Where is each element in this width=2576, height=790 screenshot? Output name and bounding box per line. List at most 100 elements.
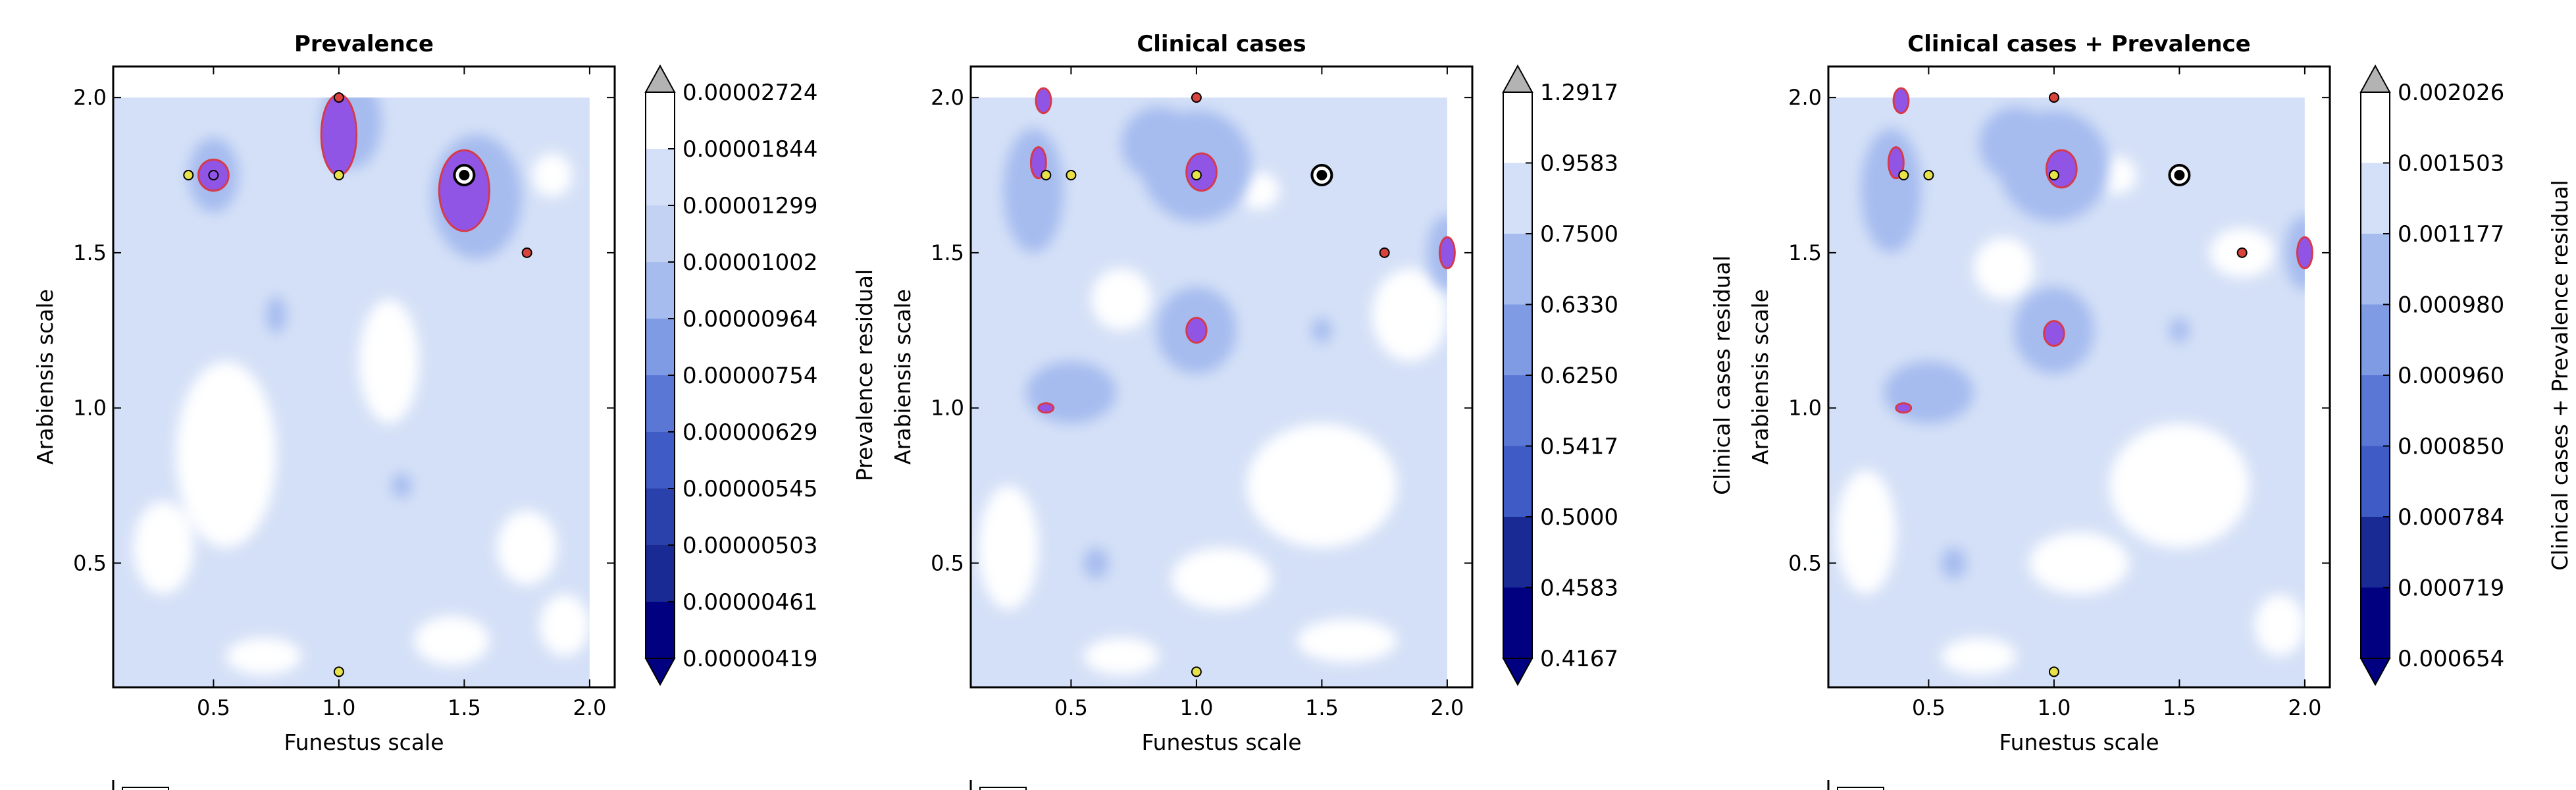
- x-tick-label: 1.0: [322, 695, 355, 720]
- white-region: [359, 299, 419, 424]
- x-tick-label: 1.0: [2037, 695, 2071, 720]
- chart-title: Clinical cases: [1137, 31, 1306, 57]
- colorbar-band: [1503, 446, 1532, 517]
- colorbar-band: [646, 92, 675, 149]
- white-region: [2028, 532, 2130, 594]
- colorbar-tick-label: 0.00000964: [683, 306, 818, 332]
- colorbar-band: [2361, 375, 2390, 446]
- colorbar-tick-label: 0.6330: [1540, 292, 1618, 319]
- mid-region: [391, 473, 412, 498]
- mid-region: [1978, 107, 2054, 182]
- colorbar-tick-label: 0.001177: [2398, 221, 2504, 248]
- panel-2: 0.5 1.0 1.5 2.0 0.5 1.0 1.5 2.0 Clinical cases Fu…: [890, 31, 1735, 790]
- highlight-region-3: [1029, 146, 1047, 180]
- y-tick-label: 1.5: [931, 240, 964, 265]
- low-level-regions: [133, 153, 590, 675]
- white-region: [532, 153, 573, 198]
- sample-point-2: [183, 170, 194, 181]
- x-axis-label: Funestus scale: [1141, 729, 1301, 755]
- colorbar-under-cap: [644, 658, 676, 687]
- best-point: [459, 170, 470, 181]
- colorbar-tick-label: 0.000850: [2398, 434, 2504, 460]
- colorbar-band: [1503, 587, 1532, 658]
- colorbar-band: [646, 205, 675, 262]
- colorbar-band: [1503, 163, 1532, 234]
- mid-region: [1883, 361, 1974, 424]
- contour-field: [971, 66, 1472, 687]
- highlight-region-5: [2296, 236, 2313, 269]
- colorbar-tick-label: 1.2917: [1540, 80, 1618, 106]
- axes-frame: [969, 65, 1474, 689]
- colorbar-over-cap: [2359, 64, 2391, 93]
- colorbar-tick-label: 0.9583: [1540, 151, 1618, 177]
- colorbar-band: [1503, 234, 1532, 305]
- colorbar-tick-label: 0.001503: [2398, 151, 2504, 177]
- colorbar-band: [2361, 163, 2390, 234]
- colorbar-label: Clinical cases residual: [1709, 255, 1735, 495]
- y-tick-label: 1.0: [1788, 396, 1822, 421]
- legend-swatch: [1837, 787, 1884, 790]
- white-region: [539, 594, 590, 656]
- highlight-region-3: [1887, 146, 1905, 180]
- colorbar-band: [2361, 517, 2390, 588]
- mid-region: [1121, 107, 1197, 182]
- highlight-region-4: [1035, 87, 1052, 115]
- colorbar-band: [2361, 587, 2390, 658]
- colorbar-band: [646, 488, 675, 545]
- colorbar: 0.00002724 0.00001844 0.00001299 0.00001002…: [644, 64, 877, 687]
- colorbar-tick-label: 0.000960: [2398, 363, 2504, 389]
- top-margin: [971, 66, 1472, 98]
- sample-point-4: [333, 170, 344, 181]
- panel-3: 0.5 1.0 1.5 2.0 0.5 1.0 1.5 2.0 Clinical cases +…: [1747, 31, 2573, 790]
- axes-frame: [1827, 65, 2331, 689]
- x-tick-label: 0.5: [197, 695, 230, 720]
- y-axis-label: Arabiensis scale: [32, 289, 58, 465]
- white-region: [414, 616, 490, 666]
- colorbar: 0.002026 0.001503 0.001177 0.000980 0.000960…: [2359, 64, 2573, 687]
- colorbar-tick-label: 0.00001002: [683, 250, 818, 276]
- colorbar-band: [646, 545, 675, 602]
- white-region: [1171, 547, 1272, 610]
- colorbar-tick-label: 0.4583: [1540, 575, 1618, 602]
- colorbar-tick-label: 0.00000419: [683, 646, 818, 672]
- colorbar-tick-label: 0.4167: [1540, 646, 1618, 672]
- white-region: [1941, 637, 2017, 675]
- colorbar-tick-label: 0.00001299: [683, 193, 818, 219]
- mid-region: [266, 296, 286, 334]
- mid-region: [1861, 128, 1921, 253]
- colorbar-band: [2361, 446, 2390, 517]
- best-point: [1316, 170, 1327, 181]
- highlight-region-3: [320, 93, 358, 176]
- x-tick-label: 0.5: [1912, 695, 1945, 720]
- colorbar-tick-label: 0.00000629: [683, 419, 818, 446]
- legend-swatch: [122, 787, 169, 790]
- white-region: [496, 510, 557, 585]
- white-region: [1372, 268, 1447, 361]
- x-tick-label: 1.5: [2163, 695, 2196, 720]
- x-axis-label: Funestus scale: [1999, 729, 2159, 755]
- colorbar-tick-label: 0.000654: [2398, 646, 2504, 672]
- white-region: [1247, 423, 1397, 548]
- colorbar-tick-label: 0.5417: [1540, 434, 1618, 460]
- colorbar-tick-label: 0.00000461: [683, 589, 818, 616]
- highlight-region-6: [1895, 402, 1913, 414]
- colorbar-band: [646, 375, 675, 432]
- best-point: [2174, 170, 2185, 181]
- sample-point-6: [2236, 247, 2248, 258]
- mid-region: [1003, 128, 1064, 253]
- x-tick-label: 2.0: [573, 695, 606, 720]
- colorbar-band: [646, 602, 675, 658]
- highlight-region-2: [1185, 317, 1208, 344]
- x-tick-label: 1.5: [448, 695, 481, 720]
- y-tick-label: 0.5: [931, 550, 964, 575]
- y-tick-label: 1.0: [931, 396, 964, 421]
- right-margin: [2304, 66, 2330, 687]
- x-tick-label: 1.5: [1305, 695, 1339, 720]
- legend-swatch: [979, 787, 1027, 790]
- mid-region: [1941, 547, 1967, 579]
- white-region: [1973, 237, 2034, 300]
- sample-point-1: [1191, 92, 1202, 103]
- highlight-region-1: [1185, 152, 1218, 192]
- white-region: [1297, 619, 1397, 663]
